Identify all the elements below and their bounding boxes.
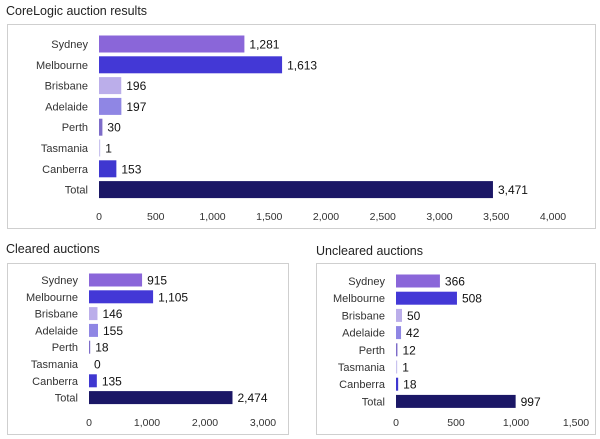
x-tick-label: 1,000	[503, 417, 529, 429]
category-label: Adelaide	[35, 325, 78, 337]
chart-3-panel: Sydney 366 Melbourne 508 Brisbane 50 Adelaide 4…	[316, 263, 596, 435]
category-label: Canberra	[32, 376, 79, 388]
bar	[89, 307, 98, 321]
category-label: Brisbane	[35, 309, 78, 321]
x-tick-label: 500	[147, 211, 165, 223]
category-label: Adelaide	[342, 328, 385, 340]
category-label: Canberra	[339, 379, 386, 391]
chart-1-plot: Sydney 1,281 Melbourne 1,613 Brisbane 196 Adel…	[36, 35, 566, 223]
chart-3-plot: Sydney 366 Melbourne 508 Brisbane 50 Adelaide 4…	[333, 274, 589, 429]
bar	[89, 391, 233, 405]
value-label: 915	[147, 274, 167, 288]
bar	[99, 139, 101, 157]
x-tick-label: 4,000	[540, 211, 566, 223]
value-label: 196	[126, 79, 146, 93]
value-label: 50	[407, 309, 421, 323]
bar	[396, 326, 402, 340]
value-label: 135	[102, 374, 122, 388]
chart-3-title: Uncleared auctions	[316, 244, 424, 258]
x-tick-label: 2,500	[370, 211, 396, 223]
category-label: Total	[55, 393, 78, 405]
value-label: 18	[403, 378, 417, 392]
x-tick-label: 1,000	[134, 417, 160, 429]
x-tick-label: 3,500	[483, 211, 509, 223]
value-label: 3,471	[498, 183, 528, 197]
x-tick-label: 1,500	[256, 211, 282, 223]
category-label: Brisbane	[342, 310, 385, 322]
category-label: Melbourne	[36, 60, 88, 72]
category-label: Canberra	[42, 164, 89, 176]
x-tick-label: 1,000	[199, 211, 225, 223]
x-tick-label: 2,000	[313, 211, 339, 223]
category-label: Brisbane	[45, 81, 88, 93]
category-label: Sydney	[348, 276, 385, 288]
bar	[89, 340, 91, 354]
value-label: 12	[402, 343, 416, 357]
value-label: 1	[402, 361, 409, 375]
bar	[89, 290, 154, 304]
bar	[396, 274, 440, 288]
bar	[89, 323, 98, 337]
x-tick-label: 0	[393, 417, 399, 429]
category-label: Perth	[62, 122, 88, 134]
bar	[396, 394, 516, 408]
category-label: Perth	[359, 345, 385, 357]
bar	[99, 35, 245, 53]
value-label: 153	[121, 162, 141, 176]
bar	[89, 374, 97, 388]
bar	[396, 360, 398, 374]
category-label: Sydney	[41, 275, 78, 287]
x-tick-label: 0	[96, 211, 102, 223]
category-label: Perth	[52, 342, 78, 354]
value-label: 0	[94, 358, 101, 372]
chart-2-panel: Sydney 915 Melbourne 1,105 Brisbane 146 Adelai…	[7, 263, 289, 435]
value-label: 2,474	[237, 391, 267, 405]
value-label: 1,281	[249, 38, 279, 52]
category-label: Tasmania	[41, 143, 89, 155]
category-label: Tasmania	[31, 359, 79, 371]
bar	[99, 56, 283, 74]
x-tick-label: 2,000	[192, 417, 218, 429]
category-label: Sydney	[51, 39, 88, 51]
bar	[99, 118, 103, 136]
value-label: 18	[95, 341, 109, 355]
bar	[396, 343, 398, 357]
value-label: 197	[126, 100, 146, 114]
x-tick-label: 0	[86, 417, 92, 429]
bar	[99, 97, 122, 115]
x-tick-label: 3,000	[426, 211, 452, 223]
category-label: Adelaide	[45, 101, 88, 113]
value-label: 30	[107, 121, 121, 135]
category-label: Total	[65, 185, 88, 197]
category-label: Melbourne	[333, 293, 385, 305]
chart-2-plot: Sydney 915 Melbourne 1,105 Brisbane 146 Adelai…	[26, 273, 276, 429]
value-label: 1	[105, 142, 112, 156]
x-tick-label: 3,000	[250, 417, 276, 429]
category-label: Total	[362, 396, 385, 408]
bar	[396, 291, 457, 305]
value-label: 366	[445, 275, 465, 289]
bar	[89, 273, 143, 287]
x-tick-label: 1,500	[563, 417, 589, 429]
chart-1-title: CoreLogic auction results	[6, 4, 148, 18]
bar	[396, 308, 402, 322]
chart-1-panel: Sydney 1,281 Melbourne 1,613 Brisbane 196 Adel…	[7, 24, 596, 229]
bar	[396, 377, 399, 391]
value-label: 997	[521, 395, 541, 409]
value-label: 155	[103, 324, 123, 338]
value-label: 42	[406, 326, 420, 340]
value-label: 1,105	[158, 290, 188, 304]
category-label: Tasmania	[338, 362, 386, 374]
bar	[99, 160, 117, 178]
chart-2-title: Cleared auctions	[6, 242, 100, 256]
category-label: Melbourne	[26, 292, 78, 304]
value-label: 508	[462, 292, 482, 306]
value-label: 146	[102, 307, 122, 321]
x-tick-label: 500	[447, 417, 465, 429]
value-label: 1,613	[287, 58, 317, 72]
bar	[99, 181, 493, 199]
bar	[99, 77, 122, 95]
